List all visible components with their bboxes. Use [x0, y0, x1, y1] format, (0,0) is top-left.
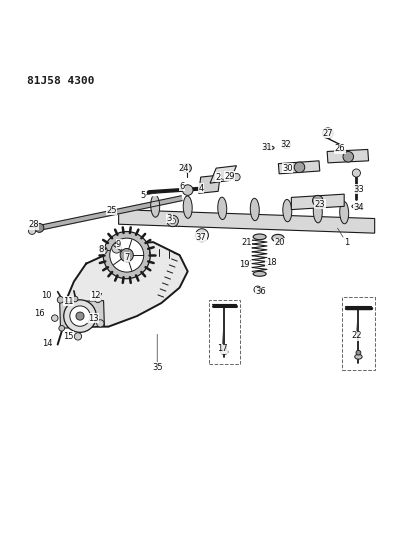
Circle shape — [72, 296, 78, 302]
Ellipse shape — [183, 196, 192, 219]
Polygon shape — [39, 196, 182, 230]
Ellipse shape — [340, 201, 349, 224]
Text: 6: 6 — [179, 182, 184, 191]
Circle shape — [74, 333, 82, 340]
Text: 36: 36 — [255, 287, 266, 296]
Circle shape — [222, 345, 227, 350]
Circle shape — [76, 312, 84, 320]
Ellipse shape — [313, 200, 322, 223]
Text: 16: 16 — [34, 309, 44, 318]
Circle shape — [100, 247, 107, 254]
Text: 21: 21 — [241, 238, 252, 247]
Circle shape — [356, 350, 361, 355]
Text: 13: 13 — [88, 313, 98, 322]
Text: 23: 23 — [314, 200, 325, 209]
Text: 1: 1 — [344, 238, 349, 247]
Ellipse shape — [272, 235, 284, 241]
Circle shape — [183, 185, 193, 196]
Text: 19: 19 — [239, 260, 250, 269]
Circle shape — [183, 164, 191, 173]
Circle shape — [233, 173, 240, 181]
Circle shape — [59, 326, 65, 331]
Circle shape — [195, 229, 208, 241]
Ellipse shape — [221, 350, 228, 354]
Text: 32: 32 — [280, 140, 290, 149]
Circle shape — [97, 320, 104, 327]
Circle shape — [35, 223, 44, 232]
Polygon shape — [327, 149, 369, 163]
Circle shape — [120, 248, 133, 262]
Text: 17: 17 — [217, 344, 227, 353]
Text: 12: 12 — [90, 291, 101, 300]
Circle shape — [112, 244, 122, 253]
Circle shape — [199, 232, 205, 238]
Text: 34: 34 — [353, 203, 364, 212]
Circle shape — [312, 196, 323, 206]
Text: 18: 18 — [266, 258, 276, 267]
Text: 3: 3 — [167, 214, 172, 223]
Circle shape — [352, 169, 360, 177]
Circle shape — [343, 151, 353, 162]
Polygon shape — [279, 161, 320, 174]
Polygon shape — [210, 166, 236, 183]
Text: 33: 33 — [353, 185, 364, 194]
Circle shape — [70, 306, 90, 326]
Ellipse shape — [352, 204, 361, 208]
Text: 10: 10 — [42, 291, 52, 300]
Circle shape — [57, 296, 64, 303]
Circle shape — [254, 286, 261, 293]
Circle shape — [64, 300, 96, 333]
Ellipse shape — [250, 198, 259, 221]
Text: 5: 5 — [140, 191, 145, 200]
Polygon shape — [119, 209, 375, 233]
Text: 37: 37 — [195, 233, 206, 242]
Polygon shape — [66, 242, 188, 327]
Text: 25: 25 — [106, 206, 117, 215]
Text: 20: 20 — [275, 238, 285, 247]
Circle shape — [294, 162, 305, 173]
Ellipse shape — [218, 197, 227, 220]
Ellipse shape — [264, 146, 274, 150]
Circle shape — [52, 315, 58, 321]
Ellipse shape — [253, 271, 266, 276]
Circle shape — [323, 128, 333, 139]
Text: 29: 29 — [224, 172, 235, 181]
Text: 28: 28 — [28, 220, 39, 229]
Circle shape — [170, 218, 176, 224]
Circle shape — [167, 215, 178, 227]
Text: 35: 35 — [152, 363, 163, 372]
Circle shape — [103, 231, 150, 279]
Text: 81J58 4300: 81J58 4300 — [27, 76, 95, 86]
Text: 27: 27 — [323, 128, 333, 138]
Bar — [209, 300, 240, 364]
Text: 30: 30 — [282, 164, 293, 173]
Circle shape — [28, 227, 36, 235]
Text: 7: 7 — [124, 253, 129, 262]
Text: 11: 11 — [63, 296, 74, 305]
Polygon shape — [199, 175, 220, 193]
Ellipse shape — [283, 199, 292, 222]
Polygon shape — [291, 194, 344, 209]
Ellipse shape — [253, 234, 266, 240]
Text: 24: 24 — [178, 164, 189, 173]
Bar — [342, 297, 375, 370]
Text: 8: 8 — [99, 245, 104, 254]
Text: 14: 14 — [42, 339, 53, 348]
Polygon shape — [60, 301, 104, 328]
Text: 26: 26 — [335, 144, 345, 153]
Text: 4: 4 — [199, 183, 204, 192]
Circle shape — [110, 238, 144, 272]
Text: 9: 9 — [116, 240, 121, 249]
Text: 31: 31 — [261, 143, 272, 152]
Ellipse shape — [355, 354, 362, 359]
Text: 15: 15 — [63, 332, 74, 341]
Circle shape — [282, 141, 290, 149]
Ellipse shape — [151, 195, 160, 217]
Text: 22: 22 — [351, 331, 362, 340]
Text: 2: 2 — [215, 173, 221, 182]
Circle shape — [95, 297, 101, 303]
